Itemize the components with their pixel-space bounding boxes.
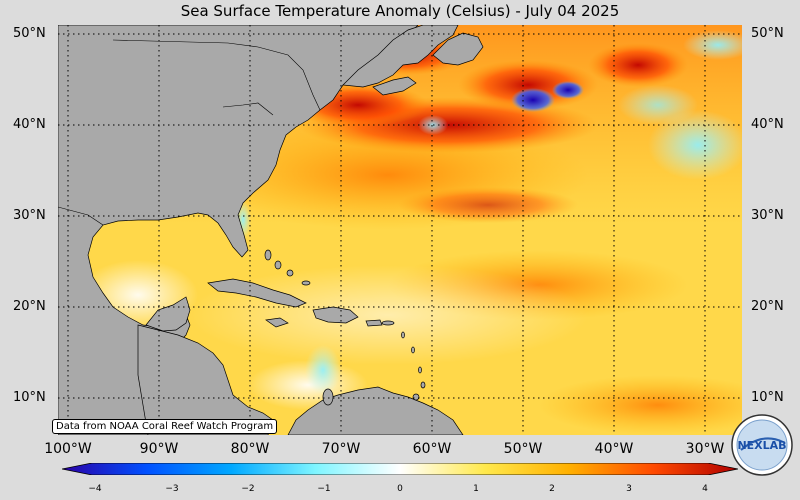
- lon-label: 60°W: [412, 441, 452, 457]
- lat-label-left: 20°N: [13, 299, 46, 314]
- land-yucatan: [145, 296, 191, 332]
- lat-label-left: 30°N: [13, 208, 46, 223]
- nexlab-logo: NEXLAB: [731, 414, 793, 476]
- colorbar-tick: 0: [397, 484, 403, 494]
- graticule: [58, 25, 742, 435]
- lat-label-right: 50°N: [751, 26, 784, 41]
- colorbar-tick: −2: [241, 484, 255, 494]
- lat-label-right: 30°N: [751, 208, 784, 223]
- lat-label-left: 40°N: [13, 117, 46, 132]
- land-nova-scotia: [372, 76, 417, 96]
- land-newfoundland: [432, 32, 484, 66]
- lat-label-right: 40°N: [751, 117, 784, 132]
- colorbar-tick: −4: [88, 484, 102, 494]
- colorbar-tick: 3: [626, 484, 632, 494]
- land-small-islands: [264, 249, 426, 406]
- colorbar-tick: 1: [473, 484, 479, 494]
- land-labrador: [342, 25, 459, 88]
- logo-text: NEXLAB: [737, 439, 786, 452]
- lat-label-left: 50°N: [13, 26, 46, 41]
- lon-label: 70°W: [321, 441, 361, 457]
- political-boundaries: [58, 39, 321, 226]
- sst-anomaly-map: [58, 25, 742, 435]
- map-title: Sea Surface Temperature Anomaly (Celsius…: [180, 2, 620, 20]
- lat-label-right: 10°N: [751, 390, 784, 405]
- colorbar-tick: −3: [165, 484, 179, 494]
- land-hispaniola: [312, 306, 359, 324]
- lon-label: 40°W: [594, 441, 634, 457]
- colorbar-tick: −1: [317, 484, 331, 494]
- lat-label-left: 10°N: [13, 390, 46, 405]
- data-credit-label: Data from NOAA Coral Reef Watch Program: [52, 419, 278, 434]
- colorbar-tick: 4: [702, 484, 708, 494]
- lon-label: 100°W: [44, 441, 92, 457]
- lon-label: 90°W: [139, 441, 179, 457]
- colorbar-tick: 2: [549, 484, 555, 494]
- land-jamaica: [265, 317, 289, 328]
- colorbar: [62, 463, 738, 475]
- lat-label-right: 20°N: [751, 299, 784, 314]
- cool-anomaly-patches: [58, 30, 742, 410]
- land-cuba: [207, 278, 307, 308]
- lon-label: 50°W: [503, 441, 543, 457]
- land-puerto-rico: [365, 319, 383, 327]
- lon-label: 80°W: [230, 441, 270, 457]
- lon-label: 30°W: [685, 441, 725, 457]
